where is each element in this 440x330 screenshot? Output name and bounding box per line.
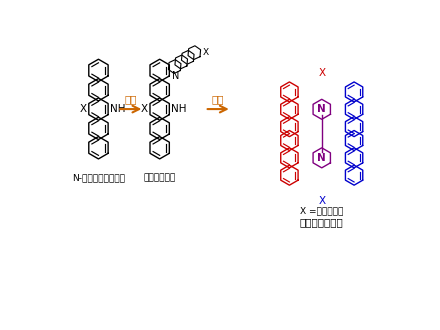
Text: NH: NH: [171, 104, 186, 114]
Text: ダブルヘリセン: ダブルヘリセン: [300, 217, 344, 227]
Text: N: N: [317, 153, 326, 163]
Text: X: X: [203, 48, 209, 57]
Text: X =窒素、酸素: X =窒素、酸素: [300, 206, 344, 215]
Text: N: N: [317, 104, 326, 114]
Text: N-ヘテロペンタセン: N-ヘテロペンタセン: [72, 173, 125, 182]
Text: X: X: [79, 104, 87, 114]
Text: X: X: [318, 68, 325, 78]
Text: 十字型二量体: 十字型二量体: [143, 173, 176, 182]
Text: N: N: [172, 71, 180, 81]
Text: 酸化: 酸化: [125, 94, 137, 104]
Text: NH: NH: [110, 104, 125, 114]
Text: 酸化: 酸化: [212, 94, 224, 104]
Text: X: X: [318, 196, 325, 206]
Text: X: X: [141, 104, 148, 114]
